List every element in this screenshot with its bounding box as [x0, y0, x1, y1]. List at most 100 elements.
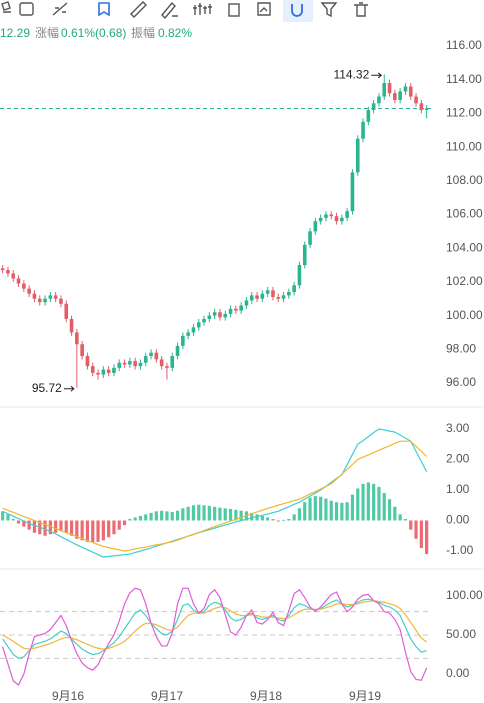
tool-icon[interactable]	[257, 2, 271, 16]
candle-body	[234, 308, 238, 311]
candle-body	[408, 86, 413, 97]
candle-body	[75, 332, 79, 345]
y-tick-label: 100.00	[446, 588, 483, 602]
tool-icon[interactable]	[98, 2, 110, 17]
macd-bar	[372, 483, 376, 521]
candle-body	[371, 103, 376, 111]
candle-body	[355, 138, 360, 173]
candle-body	[377, 96, 381, 104]
candle-body	[308, 231, 312, 245]
macd-bar	[366, 482, 370, 521]
tool-icon[interactable]	[291, 4, 303, 17]
macd-bar	[197, 504, 201, 521]
tool-icon[interactable]	[19, 2, 34, 16]
macd-bar	[308, 497, 312, 521]
y-tick-label: 50.00	[446, 627, 476, 641]
candle-body	[393, 93, 397, 100]
candle-body	[138, 362, 143, 367]
macd-bar	[356, 488, 360, 521]
macd-bar	[191, 505, 196, 521]
y-tick-label: 114.00	[446, 72, 482, 86]
macd-bar	[27, 520, 31, 530]
y-tick-label: 102.00	[446, 274, 483, 288]
macd-bar	[228, 508, 233, 521]
macd-bar	[303, 502, 307, 521]
macd-bar	[213, 506, 217, 521]
tool-icon[interactable]	[193, 3, 212, 15]
macd-bar	[324, 498, 328, 521]
macd-bar	[414, 520, 418, 539]
candle-body	[80, 344, 84, 357]
last-price: 12.29	[0, 26, 30, 40]
macd-bar	[128, 518, 132, 521]
candle-body	[96, 372, 100, 375]
tool-icon[interactable]	[161, 1, 178, 20]
candle-body	[271, 290, 275, 298]
candle-body	[32, 293, 37, 299]
macd-bar	[80, 520, 84, 541]
indicator-line	[2, 598, 427, 660]
candle-body	[207, 315, 212, 319]
candle-body	[382, 83, 387, 97]
candle-body	[143, 356, 148, 363]
macd-bar	[207, 505, 211, 521]
macd-bar	[377, 486, 381, 521]
candle-body	[149, 352, 153, 357]
candle-body	[165, 366, 169, 368]
candle-body	[345, 211, 349, 218]
macd-bar	[260, 515, 264, 521]
candle-body	[106, 369, 111, 373]
info-line: 12.29 涨幅 0.61%(0.68) 振幅 0.82%	[0, 25, 192, 40]
macd-bar	[144, 514, 148, 521]
candle-body	[239, 305, 243, 311]
macd-bar	[91, 520, 95, 543]
candle-body	[297, 265, 302, 286]
candle-body	[117, 362, 122, 368]
y-tick-label: 100.00	[446, 308, 483, 322]
macd-bar	[292, 514, 296, 521]
candle-body	[265, 290, 270, 294]
candle-body	[101, 369, 106, 375]
candle-body	[122, 362, 127, 365]
candle-body	[59, 298, 63, 304]
macd-bar	[165, 511, 169, 521]
toolbar	[1, 0, 368, 22]
tool-icon[interactable]	[1, 1, 11, 13]
candle-body	[16, 278, 21, 284]
macd-bar	[122, 520, 127, 526]
tool-icon[interactable]	[228, 3, 240, 17]
candle-body	[276, 297, 281, 299]
macd-bar	[218, 507, 222, 521]
macd-bar	[398, 514, 402, 521]
tool-icon[interactable]	[320, 2, 338, 18]
extreme-arrow	[371, 72, 383, 79]
macd-bar	[409, 520, 413, 530]
macd-bar	[149, 512, 153, 521]
candle-body	[218, 312, 222, 318]
tool-icon[interactable]	[130, 1, 147, 18]
candle-body	[334, 216, 339, 222]
candle-body	[69, 318, 74, 333]
y-tick-label: 106.00	[446, 207, 483, 221]
macd-bar	[16, 520, 21, 524]
candle-body	[424, 108, 429, 111]
tool-icon[interactable]	[52, 2, 68, 16]
candle-body	[112, 367, 116, 373]
tool-icon[interactable]	[354, 2, 368, 17]
y-tick-label: 0.00	[446, 513, 470, 527]
macd-bar	[319, 496, 323, 521]
y-tick-label: 0.00	[446, 666, 470, 680]
macd-bar	[11, 518, 15, 521]
y-tick-label: -1.00	[446, 543, 474, 557]
macd-bar	[345, 502, 349, 521]
candle-body	[361, 121, 365, 139]
macd-bar	[54, 520, 58, 533]
y-tick-label: 110.00	[446, 139, 482, 153]
candle-body	[181, 335, 185, 346]
extreme-arrow	[63, 385, 75, 392]
candle-body	[292, 285, 296, 293]
indicator-line	[2, 600, 428, 650]
candle-body	[419, 103, 424, 111]
candle-body	[244, 300, 249, 306]
